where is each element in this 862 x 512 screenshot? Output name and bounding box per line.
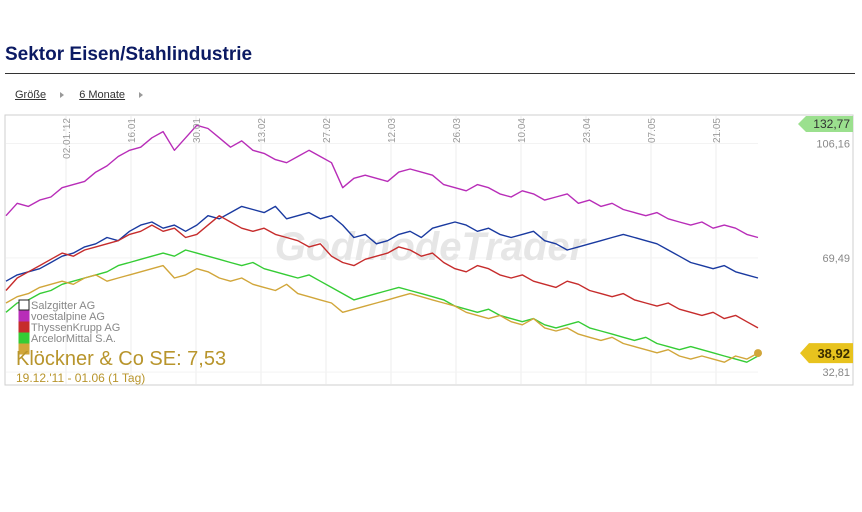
chart-frame — [4, 114, 854, 386]
x-tick-label: 26.03 — [452, 118, 463, 143]
legend-label: ThyssenKrupp AG — [31, 322, 120, 334]
size-link[interactable]: Größe — [15, 89, 47, 101]
chart-toolbar: Größe 6 Monate — [15, 89, 158, 101]
last-price-tag — [800, 343, 853, 364]
y-axis-ticks: 106,16 69,49 32,81 — [816, 139, 850, 380]
series-lines — [5, 124, 762, 363]
range-link[interactable]: 6 Monate — [79, 89, 126, 101]
legend-swatch[interactable] — [18, 343, 30, 355]
legend-label: ArcelorMittal S.A. — [31, 333, 116, 345]
series-line — [5, 124, 759, 239]
legend-label: Salzgitter AG — [31, 300, 95, 312]
x-tick-label: 30.01 — [192, 118, 203, 143]
legend-label: voestalpine AG — [31, 311, 105, 323]
period-label: 19.12.'11 - 01.06 (1 Tag) — [16, 371, 145, 385]
top-price-tag — [798, 116, 853, 132]
series-line — [5, 214, 759, 329]
x-tick-label: 16.01 — [127, 118, 138, 143]
y-tick-label: 106,16 — [816, 139, 850, 151]
legend-swatch[interactable] — [18, 321, 30, 333]
y-tick-label: 69,49 — [822, 253, 850, 265]
legend-swatch[interactable] — [18, 299, 30, 311]
top-price-label: 132,77 — [813, 117, 850, 131]
x-tick-label: 07.05 — [647, 118, 658, 143]
size-arrow-icon[interactable] — [60, 92, 65, 98]
series-line — [5, 205, 759, 282]
x-tick-label: 23.04 — [582, 118, 593, 143]
last-price-label: 38,92 — [817, 346, 850, 361]
main-instrument-label: Klöckner & Co SE: 7,53 — [16, 348, 226, 370]
x-axis-ticks: 02.01.'12 16.01 30.01 13.02 27.02 12.03 26.03 1… — [62, 118, 723, 159]
legend-swatch[interactable] — [18, 332, 30, 344]
watermark-text: GodmodeTrader — [275, 225, 588, 269]
x-tick-label: 21.05 — [712, 118, 723, 143]
line-chart: GodmodeTrader 02.01.'12 16.01 30.01 13.02 27… — [4, 114, 854, 386]
grid-lines — [6, 116, 758, 384]
range-arrow-icon[interactable] — [139, 92, 144, 98]
title-divider — [5, 73, 855, 74]
x-tick-label: 02.01.'12 — [62, 118, 73, 159]
x-tick-label: 12.03 — [387, 118, 398, 143]
series-end-dot — [754, 349, 762, 358]
page-title: Sektor Eisen/Stahlindustrie — [5, 44, 253, 65]
x-tick-label: 27.02 — [322, 118, 333, 143]
series-line — [5, 264, 759, 363]
series-line — [5, 249, 759, 363]
x-tick-label: 13.02 — [257, 118, 268, 143]
y-tick-label: 32,81 — [822, 367, 850, 379]
price-tags: 132,77 38,92 — [798, 116, 853, 364]
legend-swatch[interactable] — [18, 310, 30, 322]
x-tick-label: 10.04 — [517, 118, 528, 143]
